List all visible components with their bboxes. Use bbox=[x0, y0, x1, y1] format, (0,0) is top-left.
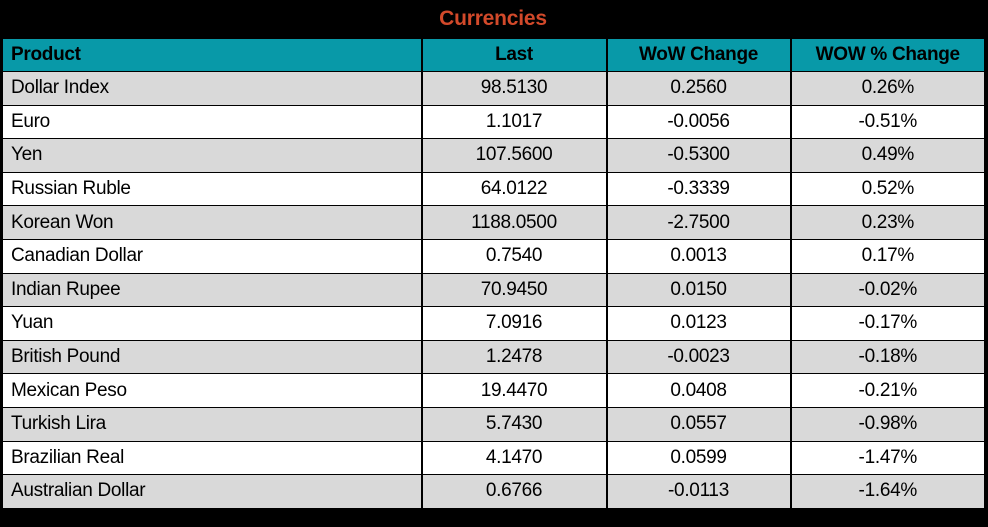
table-row: British Pound 1.2478 -0.0023 -0.18% bbox=[2, 339, 985, 375]
cell-last: 0.6766 bbox=[420, 474, 607, 509]
cell-wow-change: -0.3339 bbox=[605, 171, 791, 207]
cell-last: 1188.0500 bbox=[420, 205, 607, 240]
cell-wow-pct-change: 0.52% bbox=[789, 171, 985, 207]
cell-wow-pct-change: 0.17% bbox=[789, 238, 985, 274]
cell-wow-change: -0.5300 bbox=[605, 138, 791, 173]
table-row: Korean Won 1188.0500 -2.7500 0.23% bbox=[2, 205, 985, 240]
cell-wow-pct-change: -0.02% bbox=[789, 272, 985, 308]
cell-wow-pct-change: -1.47% bbox=[789, 440, 985, 476]
cell-product: Australian Dollar bbox=[2, 474, 422, 509]
table-row: Dollar Index 98.5130 0.2560 0.26% bbox=[2, 71, 985, 106]
cell-last: 1.1017 bbox=[420, 104, 607, 140]
cell-wow-change: -0.0023 bbox=[605, 339, 791, 375]
cell-wow-pct-change: -0.98% bbox=[789, 406, 985, 442]
cell-wow-change: 0.0599 bbox=[605, 440, 791, 476]
table-row: Mexican Peso 19.4470 0.0408 -0.21% bbox=[2, 373, 985, 408]
title-bar: Currencies bbox=[2, 0, 984, 38]
cell-last: 1.2478 bbox=[420, 339, 607, 375]
table-row: Yuan 7.0916 0.0123 -0.17% bbox=[2, 306, 985, 341]
cell-product: Euro bbox=[2, 104, 422, 140]
cell-wow-change: 0.0408 bbox=[605, 373, 791, 408]
cell-wow-change: 0.0123 bbox=[605, 306, 791, 341]
cell-wow-pct-change: 0.23% bbox=[789, 205, 985, 240]
currencies-table: Product Last WoW Change WOW % Change Dol… bbox=[2, 38, 985, 509]
cell-wow-change: 0.0150 bbox=[605, 272, 791, 308]
table-row: Canadian Dollar 0.7540 0.0013 0.17% bbox=[2, 238, 985, 274]
cell-last: 0.7540 bbox=[420, 238, 607, 274]
cell-wow-change: -0.0113 bbox=[605, 474, 791, 509]
cell-last: 7.0916 bbox=[420, 306, 607, 341]
page-title: Currencies bbox=[439, 7, 547, 30]
cell-product: Brazilian Real bbox=[2, 440, 422, 476]
column-header-product: Product bbox=[2, 38, 422, 72]
cell-last: 19.4470 bbox=[420, 373, 607, 408]
cell-wow-change: 0.0557 bbox=[605, 406, 791, 442]
cell-last: 98.5130 bbox=[420, 71, 607, 106]
table-header-row: Product Last WoW Change WOW % Change bbox=[2, 38, 985, 72]
table-row: Russian Ruble 64.0122 -0.3339 0.52% bbox=[2, 171, 985, 207]
cell-last: 5.7430 bbox=[420, 406, 607, 442]
cell-wow-pct-change: 0.49% bbox=[789, 138, 985, 173]
table-row: Euro 1.1017 -0.0056 -0.51% bbox=[2, 104, 985, 140]
table-row: Australian Dollar 0.6766 -0.0113 -1.64% bbox=[2, 474, 985, 509]
column-header-last: Last bbox=[420, 38, 607, 72]
table-row: Indian Rupee 70.9450 0.0150 -0.02% bbox=[2, 272, 985, 308]
column-header-wow-change: WoW Change bbox=[605, 38, 791, 72]
cell-product: Canadian Dollar bbox=[2, 238, 422, 274]
cell-wow-change: -2.7500 bbox=[605, 205, 791, 240]
column-header-wow-pct-change: WOW % Change bbox=[789, 38, 985, 72]
cell-product: Turkish Lira bbox=[2, 406, 422, 442]
table-row: Yen 107.5600 -0.5300 0.49% bbox=[2, 138, 985, 173]
cell-last: 4.1470 bbox=[420, 440, 607, 476]
cell-wow-pct-change: -1.64% bbox=[789, 474, 985, 509]
cell-wow-change: 0.0013 bbox=[605, 238, 791, 274]
cell-product: Russian Ruble bbox=[2, 171, 422, 207]
cell-last: 64.0122 bbox=[420, 171, 607, 207]
cell-product: British Pound bbox=[2, 339, 422, 375]
cell-wow-pct-change: -0.51% bbox=[789, 104, 985, 140]
cell-product: Yen bbox=[2, 138, 422, 173]
cell-wow-pct-change: -0.21% bbox=[789, 373, 985, 408]
cell-product: Dollar Index bbox=[2, 71, 422, 106]
cell-wow-change: -0.0056 bbox=[605, 104, 791, 140]
cell-last: 70.9450 bbox=[420, 272, 607, 308]
cell-product: Indian Rupee bbox=[2, 272, 422, 308]
table-row: Turkish Lira 5.7430 0.0557 -0.98% bbox=[2, 406, 985, 442]
cell-wow-pct-change: -0.17% bbox=[789, 306, 985, 341]
cell-product: Korean Won bbox=[2, 205, 422, 240]
cell-wow-pct-change: 0.26% bbox=[789, 71, 985, 106]
cell-product: Yuan bbox=[2, 306, 422, 341]
cell-wow-pct-change: -0.18% bbox=[789, 339, 985, 375]
cell-last: 107.5600 bbox=[420, 138, 607, 173]
cell-product: Mexican Peso bbox=[2, 373, 422, 408]
table-row: Brazilian Real 4.1470 0.0599 -1.47% bbox=[2, 440, 985, 476]
cell-wow-change: 0.2560 bbox=[605, 71, 791, 106]
